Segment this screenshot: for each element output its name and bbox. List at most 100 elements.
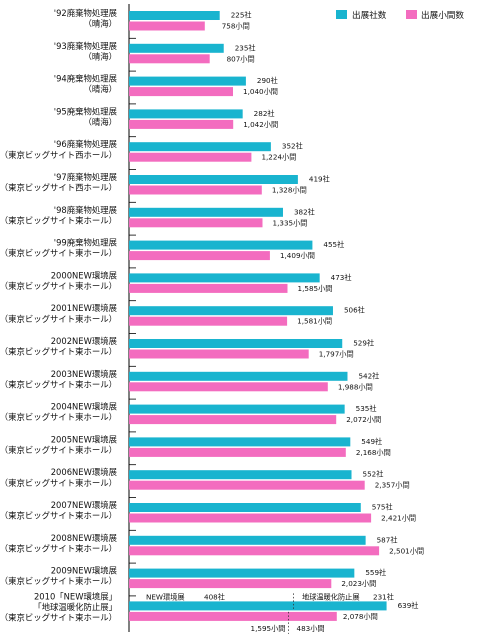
legend-label-companies: 出展社数 <box>352 9 387 21</box>
bar-companies <box>129 437 351 447</box>
bar-companies <box>129 76 246 86</box>
row-label: （東京ビッグサイト東ホール） <box>0 412 117 422</box>
row-label: （晴海） <box>84 19 118 29</box>
row-label: '98廃棄物処理展 <box>54 205 118 215</box>
legend-label-booths: 出展小間数 <box>421 9 464 21</box>
legend-swatch-companies <box>336 10 347 19</box>
value-label-booths: 2,072小間 <box>346 415 381 424</box>
value-label-booths: 1,409小間 <box>280 251 315 260</box>
row-label: 2001NEW環境展 <box>51 303 118 313</box>
bar-booths <box>129 185 262 195</box>
value-label-booths: 1,585小間 <box>298 284 333 293</box>
value-label-booths: 1,581小間 <box>297 317 332 326</box>
row-label: 2002NEW環境展 <box>51 336 118 346</box>
value-label-booths: 758小間 <box>222 22 250 31</box>
row-label: '96廃棄物処理展 <box>54 139 118 149</box>
row-label: 2007NEW環境展 <box>51 500 118 510</box>
split-part-value: 483小間 <box>297 624 325 633</box>
bar-booths <box>129 349 309 359</box>
bar-companies <box>129 11 220 20</box>
value-label-booths: 1,224小間 <box>261 153 296 162</box>
value-label-companies: 235社 <box>235 43 256 52</box>
bar-companies <box>129 601 387 611</box>
bar-companies <box>129 568 355 578</box>
bar-booths <box>129 513 372 523</box>
split-part-value: 231社 <box>373 592 394 601</box>
value-label-booths: 2,501小間 <box>389 546 424 555</box>
value-label-companies: 559社 <box>365 568 386 577</box>
value-label-companies: 549社 <box>361 437 382 446</box>
value-label-companies: 529社 <box>353 339 374 348</box>
value-label-booths: 1,042小間 <box>243 120 278 129</box>
bar-companies <box>129 109 243 119</box>
bar-companies <box>129 306 333 316</box>
value-label-companies: 587社 <box>377 535 398 544</box>
value-label-booths: 2,421小間 <box>381 514 416 523</box>
value-label-companies: 382社 <box>294 207 315 216</box>
row-label: （晴海） <box>84 51 118 61</box>
value-label-booths: 807小間 <box>227 54 255 63</box>
row-label: 2005NEW環境展 <box>51 434 118 444</box>
row-label: 2006NEW環境展 <box>51 467 118 477</box>
row-label: （東京ビッグサイト東ホール） <box>0 511 117 521</box>
row-label: 「地球温暖化防止展」 <box>33 602 117 612</box>
split-part-value: 408社 <box>204 592 225 601</box>
value-label-companies: 352社 <box>282 142 303 151</box>
row-label: （東京ビッグサイト東ホール） <box>0 613 117 623</box>
row-label: '97廃棄物処理展 <box>54 172 118 182</box>
row-label: （晴海） <box>84 84 118 94</box>
value-label-companies: 473社 <box>331 273 352 282</box>
bar-booths <box>129 480 365 490</box>
bar-booths <box>129 415 337 425</box>
row-label: 2003NEW環境展 <box>51 369 118 379</box>
bar-booths <box>129 316 288 326</box>
bar-booths <box>129 119 234 129</box>
bar-companies <box>129 240 313 250</box>
bar-companies <box>129 371 348 381</box>
value-label-booths: 1,328小間 <box>272 186 307 195</box>
split-part-name: NEW環境展 <box>146 592 185 601</box>
bar-booths <box>129 54 210 64</box>
value-label-booths: 2,168小間 <box>356 448 391 457</box>
bar-companies <box>129 175 298 184</box>
row-label: （東京ビッグサイト東ホール） <box>0 314 117 324</box>
row-label: 2010「NEW環境展」 <box>34 591 117 601</box>
value-label-booths: 2,023小間 <box>341 579 376 588</box>
value-label-companies: 282社 <box>254 109 275 118</box>
value-label-companies: 455社 <box>323 240 344 249</box>
bar-booths <box>129 251 270 261</box>
bar-booths <box>129 152 252 162</box>
value-label-booths: 1,988小間 <box>338 382 373 391</box>
split-part-value: 1,595小間 <box>251 624 286 633</box>
bar-booths <box>129 218 263 228</box>
value-label-booths: 2,078小間 <box>343 612 378 621</box>
value-label-companies: 419社 <box>309 175 330 184</box>
bar-booths <box>129 447 346 457</box>
value-label-companies: 639社 <box>398 601 419 610</box>
bar-companies <box>129 503 361 512</box>
value-label-companies: 542社 <box>358 371 379 380</box>
bar-companies <box>129 273 320 283</box>
value-label-booths: 1,335小間 <box>273 218 308 227</box>
bar-booths <box>129 382 328 392</box>
bar-companies <box>129 339 343 348</box>
bar-companies <box>129 535 366 545</box>
bar-booths <box>129 87 233 97</box>
row-label: （東京ビッグサイト東ホール） <box>0 543 117 553</box>
row-label: （東京ビッグサイト東ホール） <box>0 248 117 258</box>
bar-companies <box>129 142 271 152</box>
value-label-booths: 1,797小間 <box>319 350 354 359</box>
bar-companies <box>129 207 283 217</box>
bar-booths <box>129 21 205 31</box>
bar-companies <box>129 470 352 480</box>
value-label-companies: 506社 <box>344 306 365 315</box>
row-label: （東京ビッグサイト東ホール） <box>0 215 117 225</box>
bar-booths <box>129 579 332 589</box>
value-label-companies: 535社 <box>356 404 377 413</box>
row-label: 2004NEW環境展 <box>51 402 118 412</box>
legend: 出展社数 出展小間数 <box>336 9 464 21</box>
row-label: 2008NEW環境展 <box>51 533 118 543</box>
row-label: （東京ビッグサイト東ホール） <box>0 576 117 586</box>
row-label: '92廃棄物処理展 <box>54 8 118 18</box>
